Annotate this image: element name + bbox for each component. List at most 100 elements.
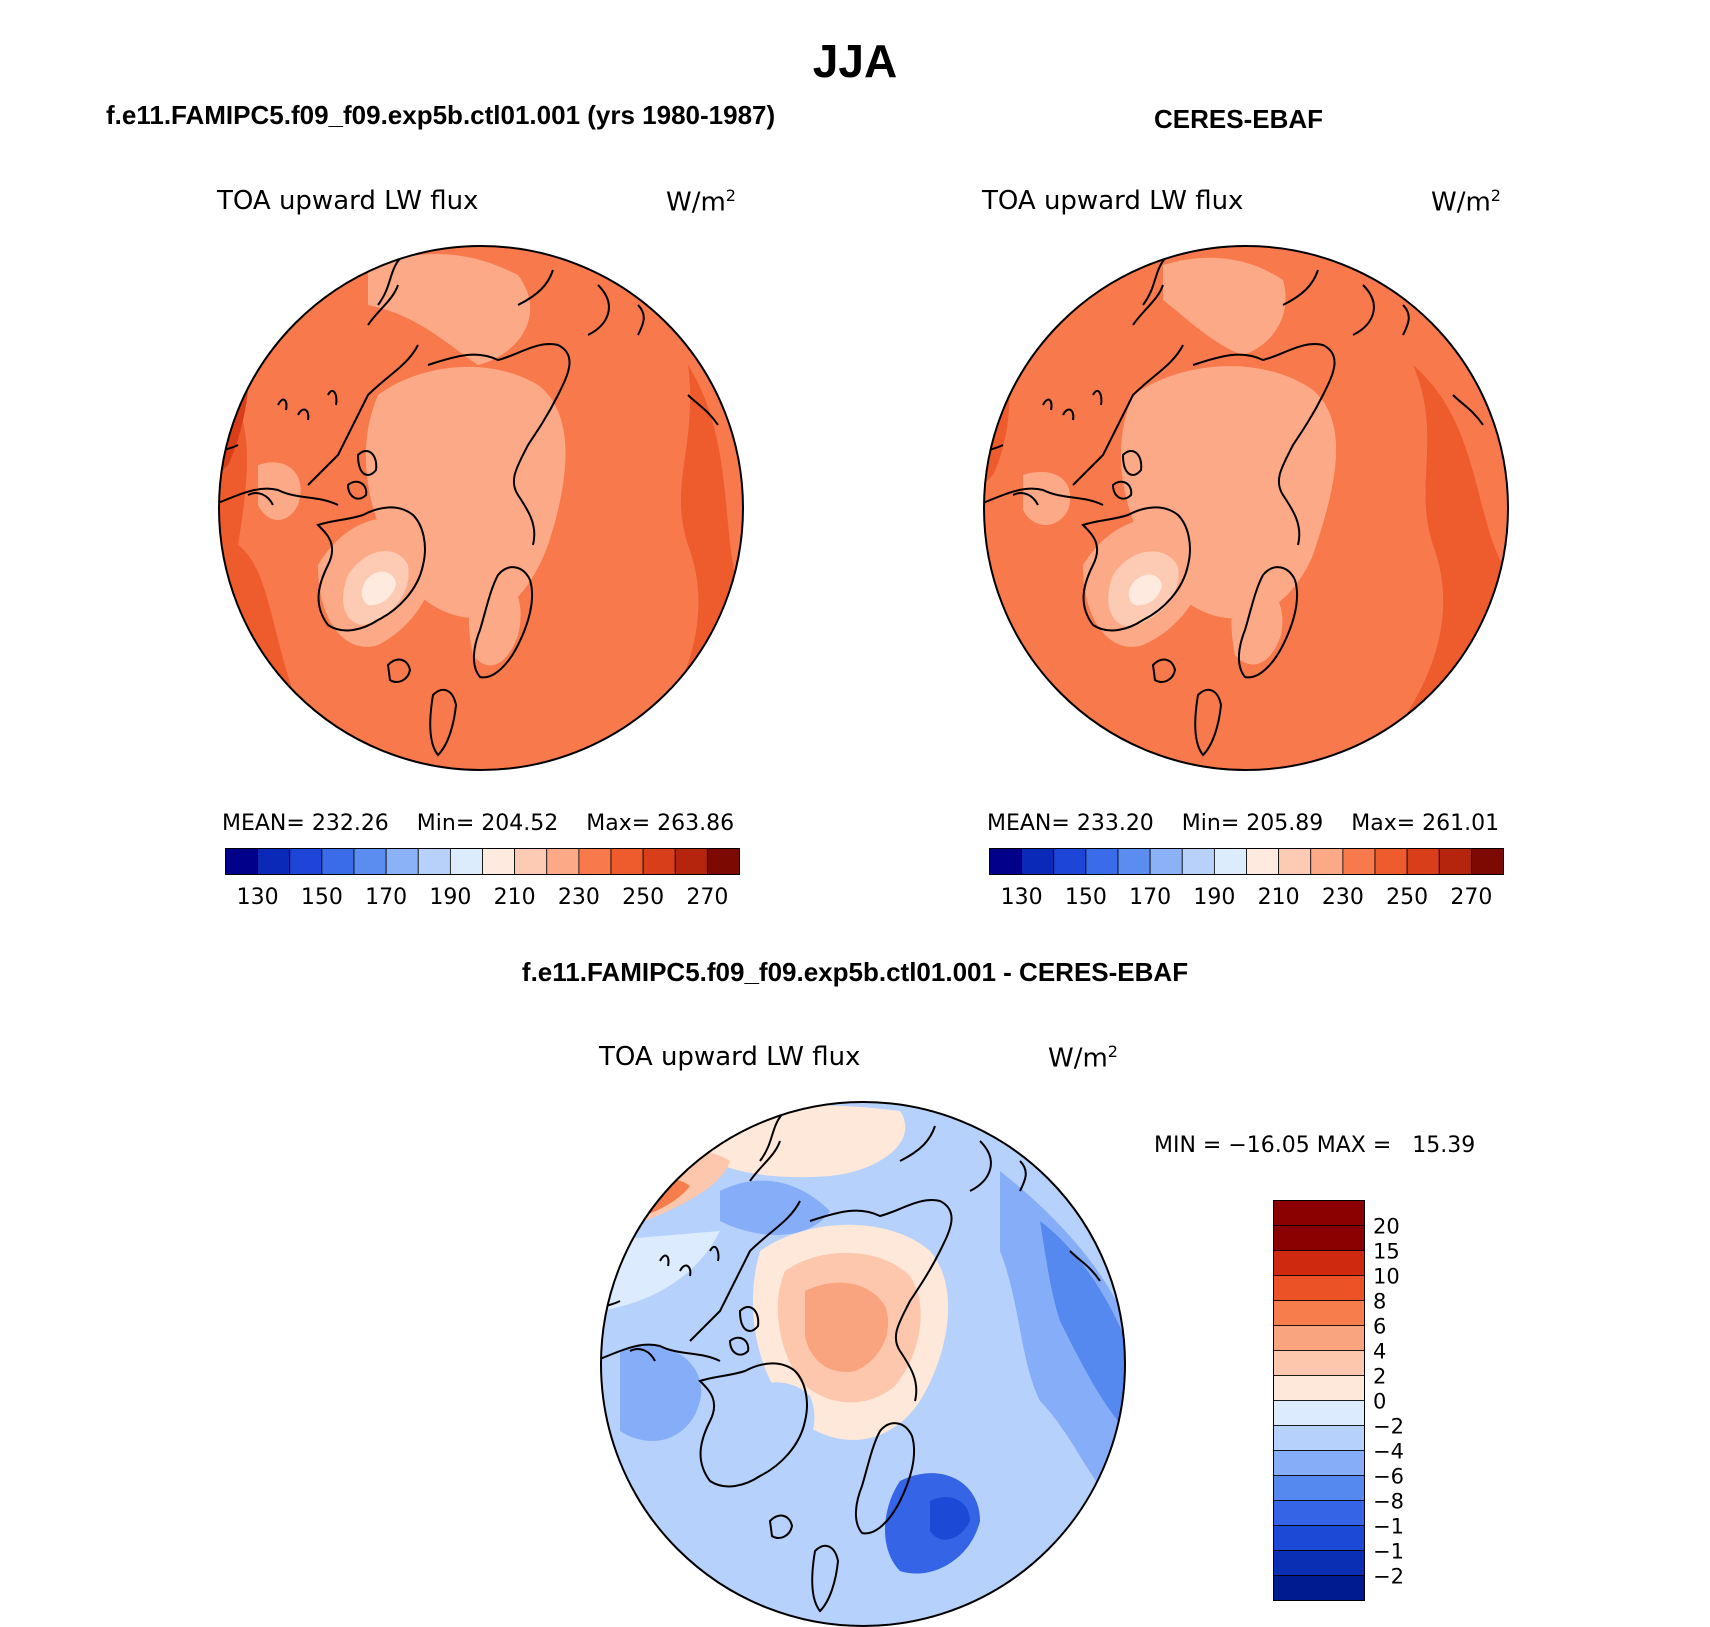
colorbar-cell <box>1273 1225 1365 1251</box>
colorbar-cell <box>706 848 740 875</box>
colorbar-tick-label: 210 <box>1258 885 1300 910</box>
colorbar-cell <box>1117 848 1151 875</box>
field-blue-east <box>1000 1171 1125 1521</box>
colorbar-tick-label: 150 <box>1065 885 1107 910</box>
colorbar-cell <box>321 848 355 875</box>
colorbar-cell <box>1273 1250 1365 1276</box>
colorbar-tick-label: 270 <box>1450 885 1492 910</box>
colorbar-cell <box>1273 1350 1365 1376</box>
colorbar-tick-label: 250 <box>1386 885 1428 910</box>
coastlines <box>219 254 719 757</box>
colorbar-frame <box>1273 1200 1365 1601</box>
colorbar-tick-label: 230 <box>1322 885 1364 910</box>
colorbar-tick-label: 2 <box>1373 1365 1386 1389</box>
colorbar-cell <box>1273 1450 1365 1476</box>
panel-1-stats: MEAN= 232.26 Min= 204.52 Max= 263.86 <box>222 811 735 836</box>
colorbar-cell <box>1273 1375 1365 1401</box>
colorbar-cell <box>482 848 516 875</box>
colorbar-tick-label: 250 <box>622 885 664 910</box>
field-lighter-top <box>368 254 531 365</box>
colorbar-tick-label: 4 <box>1373 1340 1386 1364</box>
panel-1-colorbar: 130 150 170 190 210 230 250 270 <box>225 848 740 910</box>
colorbar-tick-label: 0 <box>1373 1390 1386 1414</box>
colorbar-cell <box>674 848 708 875</box>
colorbar-cell <box>1374 848 1408 875</box>
field-scandinavia <box>468 573 521 666</box>
colorbar-tick-label: 20 <box>1373 1215 1400 1239</box>
coastlines <box>984 254 1484 757</box>
panel-1-heading: f.e11.FAMIPC5.f09_f09.exp5b.ctl01.001 (y… <box>106 100 776 130</box>
colorbar-cell <box>385 848 419 875</box>
colorbar-cell <box>1021 848 1055 875</box>
colorbar-cell <box>642 848 676 875</box>
field-band-east-dark <box>1433 665 1508 770</box>
colorbar-cell <box>1213 848 1247 875</box>
coastlines <box>601 1110 1101 1613</box>
colorbar-cell <box>546 848 580 875</box>
panel-2-colorbar: 130 150 170 190 210 230 250 270 <box>989 848 1504 910</box>
colorbar-tick-label: 210 <box>494 885 536 910</box>
colorbar-tick-label: −2 <box>1373 1415 1403 1439</box>
colorbar-cell <box>1438 848 1472 875</box>
colorbar-cell <box>1273 1400 1365 1426</box>
colorbar-frame <box>989 848 1504 875</box>
panel-2-stats: MEAN= 233.20 Min= 205.89 Max= 261.01 <box>987 811 1500 836</box>
colorbar-cell <box>417 848 451 875</box>
diff-variable-label: TOA upward LW flux <box>599 1042 861 1072</box>
colorbar-cell <box>1310 848 1344 875</box>
colorbar-cell <box>1278 848 1312 875</box>
field-blue-east-dark <box>1040 1221 1125 1431</box>
colorbar-cell <box>289 848 323 875</box>
field-band-east-dark <box>688 685 743 770</box>
colorbar-cell <box>1273 1325 1365 1351</box>
field-scandinavia <box>1231 582 1283 665</box>
colorbar-cell <box>1273 1550 1365 1576</box>
colorbar-cell <box>1273 1425 1365 1451</box>
colorbar-tick-label: −4 <box>1373 1440 1403 1464</box>
colorbar-tick-label: −20 <box>1373 1565 1403 1589</box>
colorbar-cell <box>1273 1525 1365 1551</box>
colorbar-tick-label: 6 <box>1373 1315 1386 1339</box>
field-greenland <box>710 1382 815 1492</box>
diff-units-label: W/m2 <box>1048 1042 1118 1074</box>
colorbar-tick-label: −15 <box>1373 1540 1403 1564</box>
colorbar-cell <box>578 848 612 875</box>
colorbar-tick-label: −10 <box>1373 1515 1403 1539</box>
field-greenland-core <box>1128 574 1162 606</box>
map-boundary <box>218 245 744 771</box>
colorbar-cell <box>1273 1500 1365 1526</box>
field-white-west <box>601 1231 720 1311</box>
colorbar-tick-label: 190 <box>1193 885 1235 910</box>
colorbar-tick-label: 170 <box>1129 885 1171 910</box>
diff-min-max: MIN = −16.05 MAX = 15.39 <box>1154 1133 1476 1158</box>
map-boundary <box>983 245 1509 771</box>
colorbar-cell <box>1085 848 1119 875</box>
page-title: JJA <box>812 35 898 87</box>
panel-1-variable-label: TOA upward LW flux <box>217 186 479 216</box>
colorbar-cell <box>1406 848 1440 875</box>
field-blue-top <box>720 1180 830 1235</box>
colorbar-tick-label: −8 <box>1373 1490 1403 1514</box>
colorbar-cell <box>1273 1300 1365 1326</box>
field-blue-west <box>620 1344 702 1441</box>
colorbar-tick-label: 170 <box>365 885 407 910</box>
colorbar-tick-label: 130 <box>237 885 279 910</box>
field-arctic-warmest <box>805 1282 889 1372</box>
colorbar-tick-label: 10 <box>1373 1265 1400 1289</box>
colorbar-cell <box>989 848 1023 875</box>
colorbar-cell <box>225 848 259 875</box>
colorbar-cell <box>1053 848 1087 875</box>
panel-1-units-label: W/m2 <box>666 186 736 218</box>
colorbar-frame <box>225 848 740 875</box>
field-canada-light <box>1023 471 1071 525</box>
colorbar-cell <box>449 848 483 875</box>
panel-1-polar-map <box>218 245 744 771</box>
panel-2-variable-label: TOA upward LW flux <box>982 186 1244 216</box>
colorbar-cell <box>1470 848 1504 875</box>
colorbar-tick-label: 190 <box>429 885 471 910</box>
panel-2-heading: CERES-EBAF <box>1154 104 1324 134</box>
colorbar-tick-label: 130 <box>1001 885 1043 910</box>
colorbar-tick-label: 15 <box>1373 1240 1400 1264</box>
field-greenland-core <box>361 571 396 606</box>
